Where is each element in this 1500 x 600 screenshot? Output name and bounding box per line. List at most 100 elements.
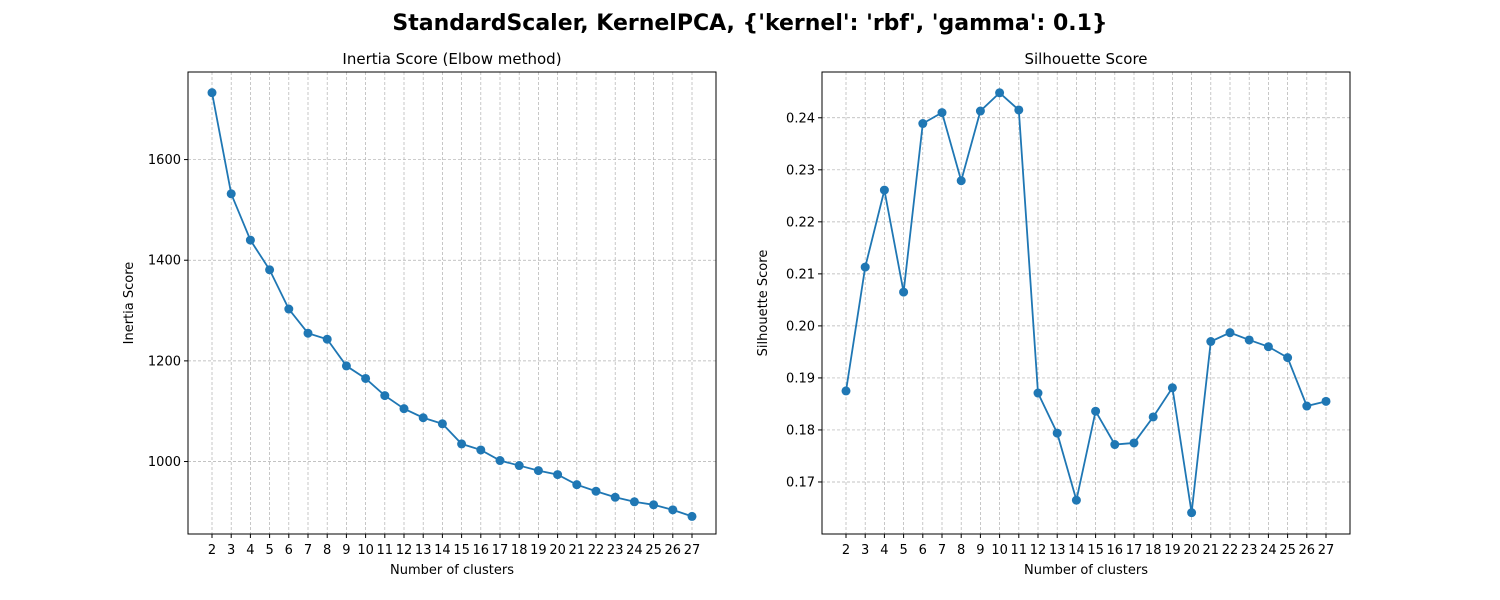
silhouette-xtick-label: 25 (1279, 543, 1296, 558)
silhouette-xtick-label: 5 (899, 543, 907, 558)
silhouette-yaxis-label: Silhouette Score (756, 250, 771, 357)
silhouette-xtick-label: 15 (1087, 543, 1104, 558)
inertia-axes-frame (187, 71, 717, 535)
silhouette-xtick-label: 18 (1145, 543, 1162, 558)
inertia-data-point (265, 265, 275, 275)
silhouette-data-point (1263, 342, 1273, 352)
inertia-ytick-label: 1000 (148, 455, 181, 470)
inertia-data-point (687, 511, 697, 521)
inertia-data-point (514, 461, 524, 471)
inertia-data-point (207, 88, 217, 98)
silhouette-data-point (1283, 353, 1293, 363)
inertia-data-point (303, 328, 313, 338)
silhouette-data-point (956, 176, 966, 186)
silhouette-data-point (995, 88, 1005, 98)
inertia-xtick-label: 11 (377, 543, 394, 558)
silhouette-xtick-label: 2 (842, 543, 850, 558)
silhouette-data-point (899, 287, 909, 297)
inertia-chart: 2 3 4 5 6 7 8 9 10 11 12 13 14 15 16 17 18 19 20 21 22 23 24 25… (122, 50, 717, 578)
silhouette-data-point (1033, 388, 1043, 398)
inertia-data-point (341, 361, 351, 371)
inertia-xtick-label: 18 (511, 543, 528, 558)
inertia-xtick-label: 10 (357, 543, 374, 558)
silhouette-data-point (1071, 495, 1081, 505)
silhouette-series-line (845, 91, 1327, 513)
inertia-xtick-label: 7 (304, 543, 312, 558)
silhouette-xtick-label: 14 (1068, 543, 1085, 558)
inertia-data-point (361, 373, 371, 383)
silhouette-xtick-label: 6 (919, 543, 927, 558)
inertia-xtick-label: 13 (415, 543, 432, 558)
figure-suptitle: StandardScaler, KernelPCA, {'kernel': 'r… (392, 11, 1107, 36)
silhouette-xtick-label: 26 (1299, 543, 1316, 558)
silhouette-xtick-label: 4 (880, 543, 888, 558)
silhouette-xtick-label: 7 (938, 543, 946, 558)
inertia-data-point (284, 304, 294, 314)
silhouette-xtick-label: 24 (1260, 543, 1277, 558)
inertia-xtick-label: 4 (246, 543, 254, 558)
inertia-xtick-label: 5 (265, 543, 273, 558)
inertia-xtick-label: 14 (434, 543, 451, 558)
inertia-data-point (629, 497, 639, 507)
inertia-xtick-label: 15 (453, 543, 470, 558)
inertia-xtick-label: 21 (569, 543, 586, 558)
silhouette-xtick-label: 21 (1203, 543, 1220, 558)
silhouette-xtick-label: 11 (1011, 543, 1028, 558)
inertia-data-point (399, 404, 409, 414)
inertia-data-point (668, 505, 678, 515)
inertia-xtick-label: 19 (530, 543, 547, 558)
silhouette-data-point (1206, 337, 1216, 346)
silhouette-chart: 2 3 4 5 6 7 8 9 10 11 12 13 14 15 16 17 18 19 20 21 22 23 24 25… (756, 50, 1351, 578)
silhouette-xtick-label: 10 (991, 543, 1008, 558)
inertia-data-point (322, 334, 332, 344)
inertia-data-point (610, 492, 620, 502)
inertia-data-point (437, 419, 447, 429)
silhouette-data-point (1091, 406, 1101, 416)
inertia-xtick-label: 17 (492, 543, 509, 558)
silhouette-ytick-label: 0.24 (786, 111, 815, 126)
inertia-data-point (380, 391, 390, 401)
inertia-xtick-label: 20 (549, 543, 566, 558)
silhouette-ytick-label: 0.18 (786, 423, 815, 438)
silhouette-axes-frame (821, 71, 1351, 535)
inertia-xtick-label: 24 (626, 543, 643, 558)
silhouette-data-point (1052, 428, 1062, 438)
inertia-xtick-label: 16 (473, 543, 490, 558)
inertia-data-point (553, 470, 563, 480)
inertia-xtick-label: 23 (607, 543, 624, 558)
inertia-xtick-label: 12 (396, 543, 413, 558)
inertia-xtick-label: 9 (342, 543, 350, 558)
silhouette-xtick-label: 17 (1126, 543, 1143, 558)
silhouette-data-point (841, 386, 851, 396)
inertia-xtick-label: 22 (588, 543, 605, 558)
inertia-data-point (591, 486, 601, 496)
silhouette-data-point (1148, 412, 1158, 422)
silhouette-data-point (1129, 438, 1139, 448)
inertia-ytick-label: 1200 (148, 354, 181, 369)
inertia-yaxis-label: Inertia Score (122, 262, 137, 345)
inertia-xtick-label: 8 (323, 543, 331, 558)
inertia-data-point (649, 500, 659, 510)
silhouette-xtick-label: 23 (1241, 543, 1258, 558)
silhouette-xtick-label: 20 (1183, 543, 1200, 558)
silhouette-xtick-label: 19 (1164, 543, 1181, 558)
inertia-data-point (572, 480, 582, 490)
inertia-chart-title: Inertia Score (Elbow method) (342, 50, 561, 68)
silhouette-data-point (1225, 328, 1235, 338)
silhouette-xaxis-label: Number of clusters (1024, 563, 1148, 578)
silhouette-data-point (1187, 508, 1197, 518)
silhouette-data-point (937, 108, 947, 118)
silhouette-data-point (1321, 396, 1331, 406)
silhouette-ytick-label: 0.22 (786, 215, 815, 230)
silhouette-chart-title: Silhouette Score (1024, 50, 1147, 68)
silhouette-ytick-label: 0.17 (786, 475, 815, 490)
silhouette-data-point (1244, 335, 1254, 345)
inertia-ytick-label: 1400 (148, 254, 181, 269)
silhouette-xtick-label: 27 (1318, 543, 1335, 558)
inertia-data-point (418, 413, 428, 423)
inertia-data-point (476, 445, 486, 455)
silhouette-ytick-label: 0.21 (786, 267, 815, 282)
inertia-xtick-label: 27 (684, 543, 701, 558)
inertia-xtick-label: 25 (645, 543, 662, 558)
silhouette-xtick-label: 3 (861, 543, 869, 558)
